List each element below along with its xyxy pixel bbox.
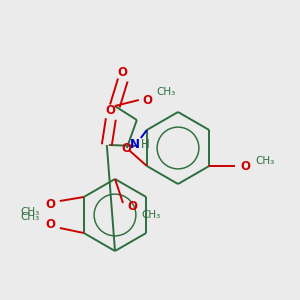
- Text: O: O: [122, 142, 132, 154]
- Text: O: O: [240, 160, 250, 172]
- Text: N: N: [130, 137, 140, 151]
- Text: O: O: [118, 65, 128, 79]
- Text: CH₃: CH₃: [255, 156, 274, 166]
- Text: O: O: [127, 200, 137, 214]
- Text: H: H: [140, 137, 149, 151]
- Text: CH₃: CH₃: [141, 210, 160, 220]
- Text: CH₃: CH₃: [157, 87, 176, 97]
- Text: CH₃: CH₃: [21, 212, 40, 222]
- Text: O: O: [106, 104, 116, 118]
- Text: CH₃: CH₃: [21, 207, 40, 217]
- Text: O: O: [143, 94, 153, 106]
- Text: O: O: [46, 197, 56, 211]
- Text: O: O: [46, 218, 56, 232]
